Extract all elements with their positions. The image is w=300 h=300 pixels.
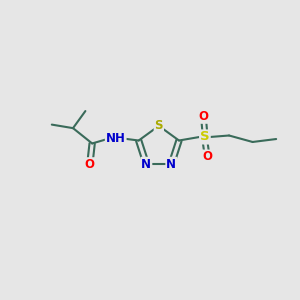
Text: O: O: [198, 110, 208, 123]
Text: O: O: [202, 151, 212, 164]
Text: S: S: [200, 130, 210, 143]
Text: S: S: [154, 119, 163, 132]
Text: NH: NH: [106, 132, 126, 145]
Text: O: O: [85, 158, 95, 171]
Text: N: N: [166, 158, 176, 171]
Text: N: N: [141, 158, 152, 171]
